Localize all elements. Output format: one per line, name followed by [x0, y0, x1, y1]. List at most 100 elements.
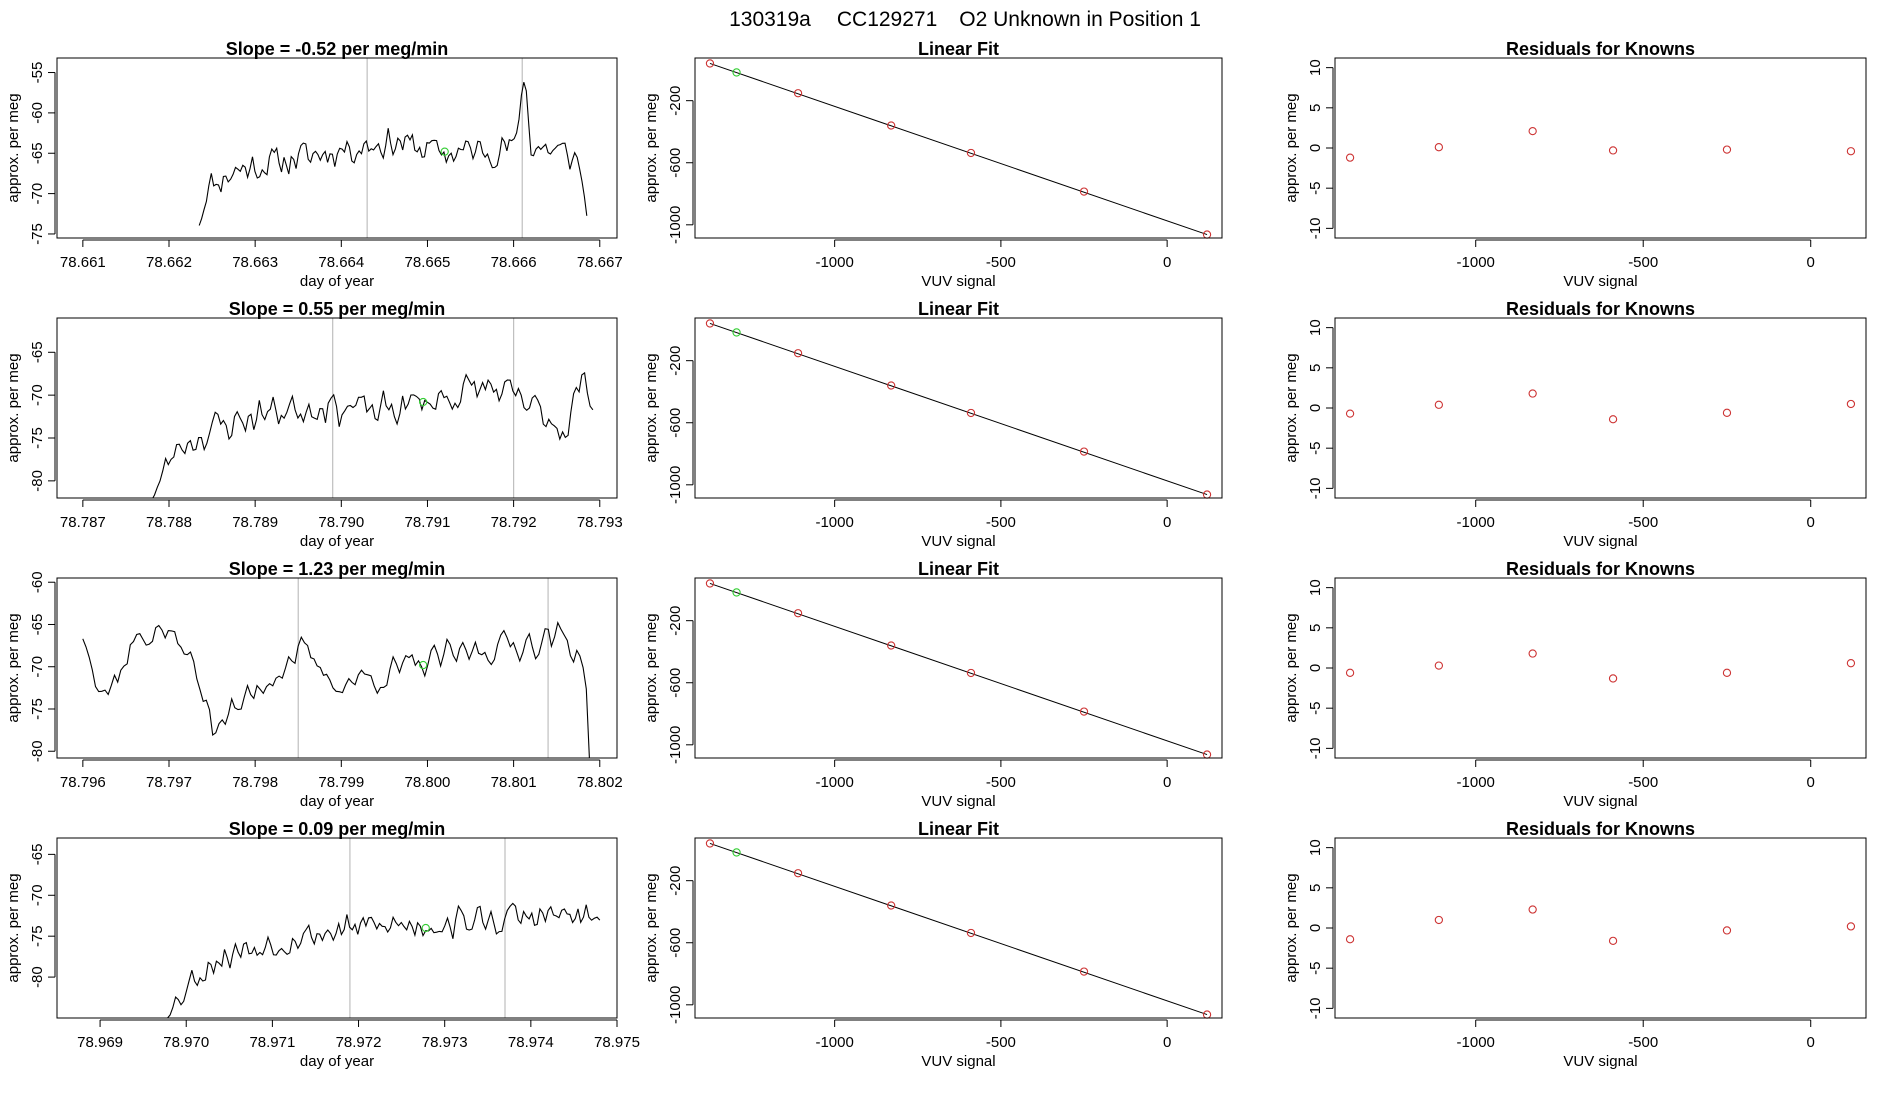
known-standard-point [705, 839, 715, 848]
x-axis-label: VUV signal [1563, 1053, 1637, 1070]
x-tick-label: 78.975 [594, 1034, 640, 1051]
y-axis-label: approx. per meg [643, 613, 660, 722]
y-tick-label: 10 [1307, 319, 1324, 336]
x-tick-label: 78.969 [77, 1034, 123, 1051]
x-tick-label: 78.792 [491, 514, 537, 531]
linear-fit-frame [694, 317, 1223, 499]
unknown-sample-point [419, 397, 428, 407]
y-tick-label: -5 [1307, 962, 1324, 975]
known-standard-point [705, 59, 715, 68]
x-tick-label: 0 [1807, 514, 1815, 531]
residuals-title: Residuals for Knowns [1506, 39, 1695, 59]
residuals-frame [1334, 837, 1867, 1019]
x-tick-label: -500 [986, 1034, 1016, 1051]
unknown-sample-point [421, 923, 430, 933]
residual-point [1846, 147, 1856, 156]
known-standard-point [966, 148, 976, 158]
linear-fit-frame [694, 577, 1223, 759]
linear-fit-title: Linear Fit [918, 299, 999, 319]
residual-point [1528, 649, 1537, 658]
residual-point [1528, 905, 1537, 914]
x-axis-label: VUV signal [921, 1053, 995, 1070]
linear-fit-title: Linear Fit [918, 39, 999, 59]
x-axis-label: day of year [300, 273, 374, 290]
x-tick-label: 78.664 [318, 254, 364, 271]
known-standard-point [705, 319, 715, 328]
x-tick-label: 78.970 [163, 1034, 209, 1051]
x-tick-label: 78.787 [60, 514, 106, 531]
residual-point [1434, 143, 1444, 152]
known-standard-point [793, 609, 803, 618]
y-tick-label: -80 [29, 966, 46, 988]
residual-point [1608, 415, 1618, 424]
x-tick-label: -500 [986, 774, 1016, 791]
signal-trace [82, 621, 590, 758]
known-standard-point [1079, 967, 1089, 976]
x-axis-label: VUV signal [921, 273, 995, 290]
x-tick-label: 78.665 [405, 254, 451, 271]
residuals-title: Residuals for Knowns [1506, 819, 1695, 839]
x-tick-label: 0 [1807, 774, 1815, 791]
y-tick-label: 0 [1307, 924, 1324, 932]
residuals-panel-2: -1000 -500 0 VUV signal 10 5 0 -5 -10 approx. per… [1283, 299, 1867, 550]
x-axis-label: VUV signal [921, 533, 995, 550]
x-tick-label: -1000 [1457, 514, 1495, 531]
unknown-sample-point [440, 147, 449, 156]
x-tick-label: 78.801 [491, 774, 537, 791]
slope-title: Slope = 1.23 per meg/min [229, 559, 446, 579]
residuals-panel-1: -1000 -500 0 VUV signal 10 5 0 -5 -10 approx. per… [1283, 39, 1867, 290]
residual-point [1722, 668, 1732, 677]
y-tick-label: -600 [667, 408, 684, 438]
time-series-panel-2: 78.787 78.788 78.789 78.790 78.791 78.792 78.7… [5, 299, 623, 550]
known-standard-point [793, 349, 803, 358]
x-tick-label: -500 [1628, 254, 1658, 271]
y-tick-label: -70 [29, 384, 46, 406]
y-tick-label: -75 [29, 223, 46, 245]
y-tick-label: -200 [667, 346, 684, 376]
linear-fit-panel-4: -1000 -500 0 VUV signal -200 -600 -1000 approx.… [643, 819, 1223, 1070]
known-standard-point [887, 901, 896, 910]
signal-trace [152, 371, 594, 498]
y-tick-label: -600 [667, 668, 684, 698]
linear-fit-panel-3: -1000 -500 0 VUV signal -200 -600 -1000 approx.… [643, 559, 1223, 810]
x-tick-label: 78.666 [491, 254, 537, 271]
x-tick-label: 78.788 [146, 514, 192, 531]
x-tick-label: 78.798 [232, 774, 278, 791]
x-tick-label: -1000 [815, 514, 853, 531]
slope-title: Slope = 0.09 per meg/min [229, 819, 446, 839]
residuals-title: Residuals for Knowns [1506, 559, 1695, 579]
y-tick-label: -65 [29, 142, 46, 164]
x-tick-label: -500 [1628, 1034, 1658, 1051]
residuals-frame [1334, 317, 1867, 499]
y-tick-label: -10 [1307, 478, 1324, 500]
x-tick-label: 78.971 [249, 1034, 295, 1051]
x-tick-label: 78.793 [577, 514, 623, 531]
known-standard-point [887, 641, 896, 650]
y-tick-label: 10 [1307, 59, 1324, 76]
x-tick-label: -500 [986, 254, 1016, 271]
y-tick-label: -60 [29, 571, 46, 593]
residuals-frame [1334, 57, 1867, 239]
y-tick-label: -200 [667, 606, 684, 636]
x-tick-label: -1000 [1457, 254, 1495, 271]
x-axis-label: day of year [300, 1053, 374, 1070]
residual-point [1722, 145, 1732, 154]
y-axis-label: approx. per meg [1283, 353, 1300, 462]
residual-point [1528, 126, 1537, 136]
y-axis-label: approx. per meg [5, 353, 22, 462]
y-tick-label: -5 [1307, 442, 1324, 455]
panel-grid: 78.661 78.662 78.663 78.664 78.665 78.666 78.6… [5, 39, 1867, 1070]
x-tick-label: 0 [1163, 254, 1171, 271]
y-tick-label: -1000 [667, 206, 684, 244]
y-tick-label: 0 [1307, 404, 1324, 412]
y-tick-label: -70 [29, 884, 46, 906]
x-axis-label: day of year [300, 533, 374, 550]
time-series-panel-1: 78.661 78.662 78.663 78.664 78.665 78.666 78.6… [5, 39, 623, 290]
known-standard-point [1079, 707, 1089, 716]
residuals-frame [1334, 577, 1867, 759]
x-tick-label: 78.972 [336, 1034, 382, 1051]
y-tick-label: -1000 [667, 726, 684, 764]
y-tick-label: -75 [29, 698, 46, 720]
y-tick-label: 5 [1307, 104, 1324, 112]
